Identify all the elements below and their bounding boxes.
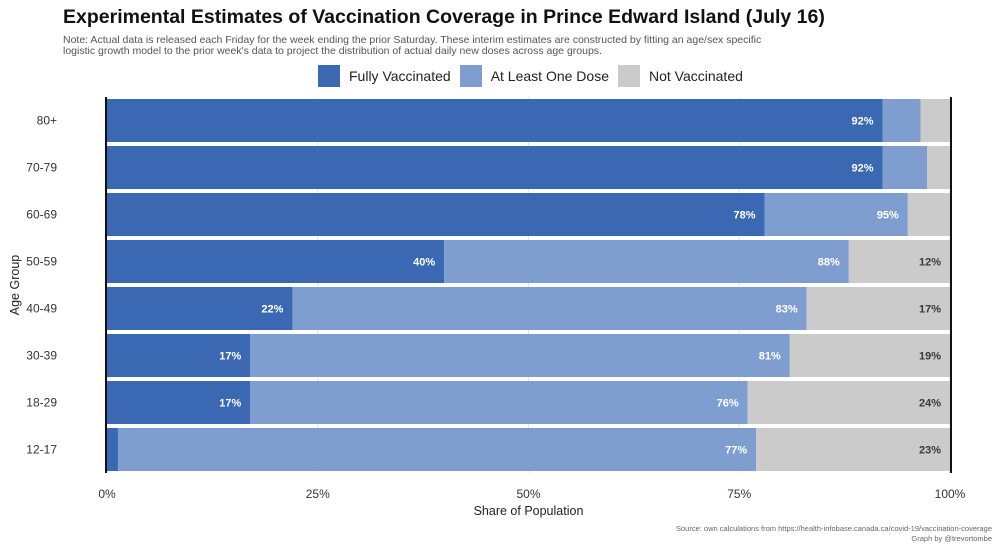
- bar-not-vaccinated-12-17: [756, 428, 950, 471]
- x-tick-label: 25%: [306, 487, 330, 501]
- legend-swatch-fully-vaccinated: [318, 65, 340, 87]
- bar-fully-18-29: [107, 381, 251, 424]
- legend-label-at-least-one-dose: At Least One Dose: [490, 68, 609, 84]
- chart-title: Experimental Estimates of Vaccination Co…: [63, 6, 825, 28]
- source-line: Source: own calculations from https://he…: [675, 524, 992, 533]
- label-not-vaccinated-40-49: 17%: [919, 304, 941, 316]
- bar-fully-40-49: [107, 287, 293, 330]
- axes: 80+ 70-79 60-69 50-59 40-49 30-39 18-29 12-17 0%…: [8, 97, 966, 518]
- y-tick-label-40-49: 40-49: [26, 302, 57, 316]
- legend-item-not-vaccinated: Not Vaccinated: [617, 65, 743, 87]
- label-one-dose-60-69: 95%: [877, 210, 899, 222]
- label-one-dose-30-39: 81%: [759, 351, 781, 363]
- y-tick-label-30-39: 30-39: [26, 349, 57, 363]
- label-not-vaccinated-18-29: 24%: [919, 398, 941, 410]
- x-axis-title: Share of Population: [474, 504, 584, 518]
- label-one-dose-50-59: 88%: [818, 257, 840, 269]
- label-fully-18-29: 17%: [219, 398, 241, 410]
- bar-fully-50-59: [107, 240, 445, 283]
- label-fully-50-59: 40%: [413, 257, 435, 269]
- bar-not-vaccinated-50-59: [848, 240, 950, 283]
- data-labels: 92% 92% 78% 95% 40% 88% 12% 22% 83% 17% 17% 81% 19% 1…: [219, 116, 941, 457]
- x-tick-label: 0%: [98, 487, 116, 501]
- bar-not-vaccinated-40-49: [806, 287, 950, 330]
- y-tick-label-80plus: 80+: [37, 114, 57, 128]
- x-tick-label: 75%: [727, 487, 751, 501]
- legend-swatch-not-vaccinated: [617, 65, 640, 87]
- legend-label-not-vaccinated: Not Vaccinated: [648, 68, 743, 84]
- bar-one-dose-40-49: [292, 287, 807, 330]
- x-tick-label: 100%: [935, 487, 966, 501]
- label-fully-40-49: 22%: [261, 304, 283, 316]
- bar-one-dose-30-39: [250, 334, 790, 377]
- bar-fully-30-39: [107, 334, 251, 377]
- label-not-vaccinated-50-59: 12%: [919, 257, 941, 269]
- bar-one-dose-80plus: [882, 99, 921, 142]
- legend: Fully Vaccinated At Least One Dose Not V…: [318, 65, 752, 87]
- bar-not-vaccinated-60-69: [907, 193, 950, 236]
- legend-label-fully-vaccinated: Fully Vaccinated: [349, 68, 451, 84]
- bar-one-dose-12-17: [117, 428, 757, 471]
- label-fully-60-69: 78%: [734, 210, 756, 222]
- y-tick-label-18-29: 18-29: [26, 396, 57, 410]
- bar-not-vaccinated-30-39: [789, 334, 950, 377]
- bar-one-dose-60-69: [764, 193, 908, 236]
- y-tick-label-60-69: 60-69: [26, 208, 57, 222]
- label-fully-30-39: 17%: [219, 351, 241, 363]
- bar-one-dose-50-59: [444, 240, 849, 283]
- bar-one-dose-70-79: [882, 146, 928, 189]
- label-fully-70-79: 92%: [852, 163, 874, 175]
- legend-item-fully-vaccinated: Fully Vaccinated: [318, 65, 451, 87]
- x-tick-label: 50%: [516, 487, 540, 501]
- legend-item-at-least-one-dose: At Least One Dose: [459, 65, 609, 87]
- label-fully-80plus: 92%: [852, 116, 874, 128]
- label-not-vaccinated-30-39: 19%: [919, 351, 941, 363]
- bar-one-dose-18-29: [250, 381, 748, 424]
- bar-fully-12-17: [107, 428, 118, 471]
- label-one-dose-12-17: 77%: [725, 445, 747, 457]
- label-not-vaccinated-12-17: 23%: [919, 445, 941, 457]
- y-axis-title: Age Group: [8, 255, 22, 316]
- chart-subtitle: Note: Actual data is released each Frida…: [63, 34, 762, 57]
- bar-not-vaccinated-70-79: [927, 146, 950, 189]
- source-note: Source: own calculations from https://he…: [676, 524, 992, 543]
- bar-fully-80plus: [107, 99, 883, 142]
- label-one-dose-40-49: 83%: [776, 304, 798, 316]
- label-one-dose-18-29: 76%: [717, 398, 739, 410]
- bars: [107, 99, 950, 471]
- y-tick-label-70-79: 70-79: [26, 161, 57, 175]
- y-tick-label-50-59: 50-59: [26, 255, 57, 269]
- bar-fully-60-69: [107, 193, 765, 236]
- credit-line: Graph by @trevortombe: [911, 533, 992, 543]
- legend-swatch-at-least-one-dose: [459, 65, 482, 87]
- bar-fully-70-79: [107, 146, 883, 189]
- bar-not-vaccinated-80plus: [920, 99, 950, 142]
- bar-not-vaccinated-18-29: [747, 381, 950, 424]
- y-tick-label-12-17: 12-17: [26, 443, 57, 457]
